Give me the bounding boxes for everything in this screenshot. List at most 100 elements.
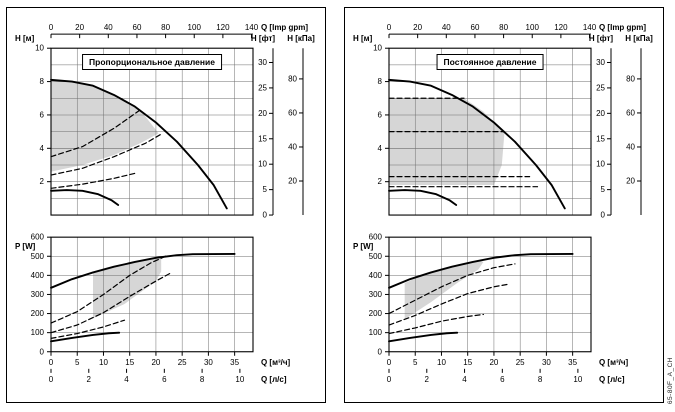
svg-text:4: 4 — [124, 375, 129, 384]
svg-text:40: 40 — [626, 142, 635, 151]
svg-text:8: 8 — [40, 77, 45, 86]
svg-text:35: 35 — [230, 358, 239, 367]
svg-text:80: 80 — [626, 74, 635, 83]
svg-text:25: 25 — [516, 358, 525, 367]
power-duty-area — [404, 260, 484, 320]
svg-text:30: 30 — [204, 358, 213, 367]
svg-text:2: 2 — [40, 177, 45, 186]
svg-text:8: 8 — [378, 77, 383, 86]
power-curve-max-speed — [388, 252, 574, 289]
svg-text:4: 4 — [40, 144, 45, 153]
svg-text:40: 40 — [442, 23, 451, 32]
svg-text:100: 100 — [31, 328, 45, 337]
svg-text:25: 25 — [596, 83, 605, 92]
svg-text:35: 35 — [568, 358, 577, 367]
svg-text:400: 400 — [369, 271, 383, 280]
svg-text:60: 60 — [132, 23, 141, 32]
svg-text:2: 2 — [425, 375, 430, 384]
svg-text:500: 500 — [31, 252, 45, 261]
svg-text:0: 0 — [263, 211, 268, 220]
power-curve-const-power-3 — [388, 313, 484, 335]
svg-text:0: 0 — [387, 23, 392, 32]
svg-text:5: 5 — [75, 358, 80, 367]
svg-text:20: 20 — [489, 358, 498, 367]
svg-text:30: 30 — [596, 58, 605, 67]
svg-text:300: 300 — [369, 290, 383, 299]
svg-text:100: 100 — [188, 23, 202, 32]
svg-text:20: 20 — [151, 358, 160, 367]
power-curve-prop-power-1 — [50, 255, 167, 324]
svg-text:600: 600 — [369, 233, 383, 242]
svg-text:2: 2 — [378, 177, 383, 186]
svg-text:100: 100 — [369, 328, 383, 337]
head-duty-area — [389, 98, 505, 185]
svg-text:60: 60 — [626, 108, 635, 117]
svg-text:0: 0 — [49, 375, 54, 384]
svg-text:20: 20 — [75, 23, 84, 32]
svg-text:80: 80 — [288, 74, 297, 83]
svg-text:6: 6 — [40, 110, 45, 119]
head-duty-area — [51, 79, 159, 172]
chart-title-constant: Постоянное давление — [436, 54, 544, 70]
svg-text:100: 100 — [526, 23, 540, 32]
svg-text:25: 25 — [258, 83, 267, 92]
svg-text:0: 0 — [601, 211, 606, 220]
svg-text:H [фт]: H [фт] — [251, 34, 275, 43]
svg-text:120: 120 — [554, 23, 568, 32]
power-curve-min-speed — [50, 331, 121, 343]
svg-text:P [W]: P [W] — [15, 242, 36, 251]
svg-text:5: 5 — [413, 358, 418, 367]
svg-text:Q [Imp gpm]: Q [Imp gpm] — [599, 23, 646, 32]
svg-text:Q [л/с]: Q [л/с] — [599, 375, 625, 384]
svg-text:10: 10 — [373, 44, 382, 53]
chart-title-proportional: Пропорциональное давление — [82, 54, 222, 70]
svg-text:400: 400 — [31, 271, 45, 280]
svg-text:6: 6 — [500, 375, 505, 384]
svg-text:10: 10 — [35, 44, 44, 53]
svg-text:30: 30 — [258, 58, 267, 67]
svg-text:15: 15 — [125, 358, 134, 367]
svg-text:40: 40 — [288, 142, 297, 151]
svg-text:600: 600 — [31, 233, 45, 242]
svg-text:0: 0 — [387, 358, 392, 367]
svg-text:40: 40 — [104, 23, 113, 32]
head-curve-max-speed — [388, 78, 566, 210]
svg-text:6: 6 — [378, 110, 383, 119]
svg-text:P [W]: P [W] — [353, 242, 374, 251]
svg-text:15: 15 — [463, 358, 472, 367]
svg-text:4: 4 — [378, 144, 383, 153]
svg-text:15: 15 — [596, 134, 605, 143]
svg-text:60: 60 — [470, 23, 479, 32]
power-curve-prop-power-3 — [50, 319, 126, 339]
svg-text:10: 10 — [596, 160, 605, 169]
svg-text:20: 20 — [596, 109, 605, 118]
svg-text:Q [м³/ч]: Q [м³/ч] — [261, 358, 291, 367]
svg-text:300: 300 — [31, 290, 45, 299]
svg-text:8: 8 — [200, 375, 205, 384]
svg-text:20: 20 — [288, 177, 297, 186]
svg-text:Q [л/с]: Q [л/с] — [261, 375, 287, 384]
svg-text:20: 20 — [413, 23, 422, 32]
svg-text:H [кПа]: H [кПа] — [625, 34, 653, 43]
head-curve-prop-setting-1 — [50, 109, 141, 158]
svg-text:30: 30 — [542, 358, 551, 367]
power-curve-prop-power-2 — [50, 271, 173, 334]
svg-text:200: 200 — [31, 309, 45, 318]
svg-text:140: 140 — [245, 23, 259, 32]
power-curve-max-speed — [50, 252, 236, 289]
svg-text:25: 25 — [178, 358, 187, 367]
svg-text:120: 120 — [216, 23, 230, 32]
svg-text:0: 0 — [378, 347, 383, 356]
svg-text:60: 60 — [288, 108, 297, 117]
head-curve-min-speed — [50, 189, 120, 206]
svg-text:6: 6 — [162, 375, 167, 384]
pump-model-label: 65-80F_A_CH — [667, 356, 674, 404]
svg-text:Q [Imp gpm]: Q [Imp gpm] — [261, 23, 308, 32]
svg-text:5: 5 — [263, 185, 268, 194]
svg-text:0: 0 — [40, 347, 45, 356]
svg-text:8: 8 — [538, 375, 543, 384]
svg-text:20: 20 — [258, 109, 267, 118]
head-curve-min-speed — [388, 189, 458, 206]
